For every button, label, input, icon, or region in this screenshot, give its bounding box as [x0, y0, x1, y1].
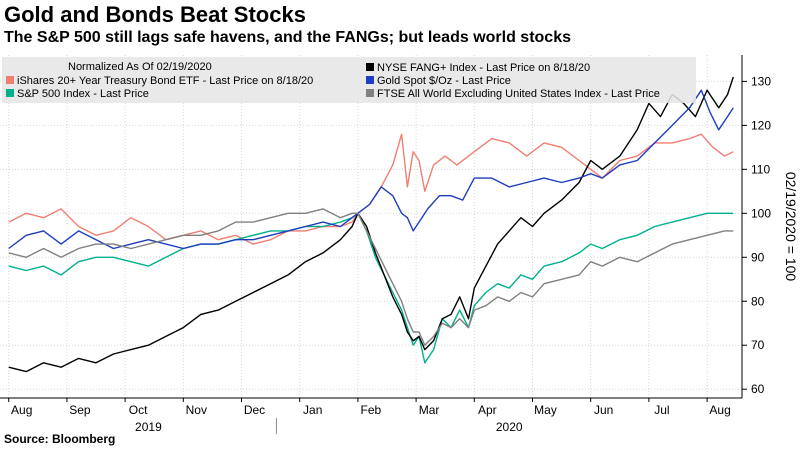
legend-box: Normalized As Of 02/19/2020 iShares 20+ …	[2, 57, 696, 103]
chart-subtitle: The S&P 500 still lags safe havens, and …	[4, 29, 571, 46]
legend-entry: iShares 20+ Year Treasury Bond ETF - Las…	[17, 75, 313, 87]
x-year-label: 2020	[496, 420, 523, 434]
x-tick-label: Sep	[69, 403, 91, 417]
source-note: Source: Bloomberg	[4, 432, 116, 446]
series-line-4	[8, 208, 734, 346]
x-tick-label: Oct	[129, 403, 148, 417]
legend-entry: Gold Spot $/Oz - Last Price	[377, 75, 511, 87]
y-tick-label: 100	[751, 206, 771, 220]
x-tick-label: Apr	[478, 403, 497, 417]
x-year-label: 2019	[135, 420, 162, 434]
x-tick-label: Nov	[186, 403, 207, 417]
y-tick-label: 80	[751, 294, 765, 308]
series-line-0	[8, 133, 734, 245]
x-tick-label: Jun	[594, 403, 613, 417]
legend-entry: FTSE All World Excluding United States I…	[377, 88, 660, 100]
y-axis-title: 02/19/2020 = 100	[783, 172, 799, 282]
legend-swatch	[6, 76, 14, 84]
normalization-note: Normalized As Of 02/19/2020	[68, 61, 212, 73]
legend-swatch	[6, 89, 14, 97]
y-tick-label: 70	[751, 338, 765, 352]
y-tick-label: 120	[751, 118, 771, 132]
axis-layer: 02/19/2020 = 100 60 70 80 90 100 110 120 130 Aug…	[0, 55, 799, 434]
x-tick-label: Feb	[361, 403, 382, 417]
legend-entry: S&P 500 Index - Last Price	[17, 88, 149, 100]
legend-background	[2, 57, 696, 103]
series-layer	[8, 76, 734, 373]
x-tick-label: May	[534, 403, 557, 417]
series-line-1	[8, 212, 734, 364]
legend-swatch	[366, 76, 374, 84]
y-tick-label: 110	[751, 162, 770, 176]
x-tick-label: Aug	[11, 403, 32, 417]
y-tick-label: 60	[751, 382, 765, 396]
x-tick-label: Jul	[654, 403, 669, 417]
series-line-2	[8, 76, 734, 373]
x-tick-label: Dec	[244, 403, 265, 417]
grid-layer	[0, 55, 742, 398]
x-tick-label: Mar	[419, 403, 440, 417]
y-tick-label: 130	[751, 74, 771, 88]
legend-entry: NYSE FANG+ Index - Last Price on 8/18/20	[377, 62, 590, 74]
y-tick-label: 90	[751, 250, 765, 264]
x-tick-label: Jan	[303, 403, 322, 417]
x-tick-label: Aug	[709, 403, 730, 417]
chart-title: Gold and Bonds Beat Stocks	[4, 2, 306, 27]
legend-swatch	[366, 89, 374, 97]
legend-swatch	[366, 63, 374, 71]
